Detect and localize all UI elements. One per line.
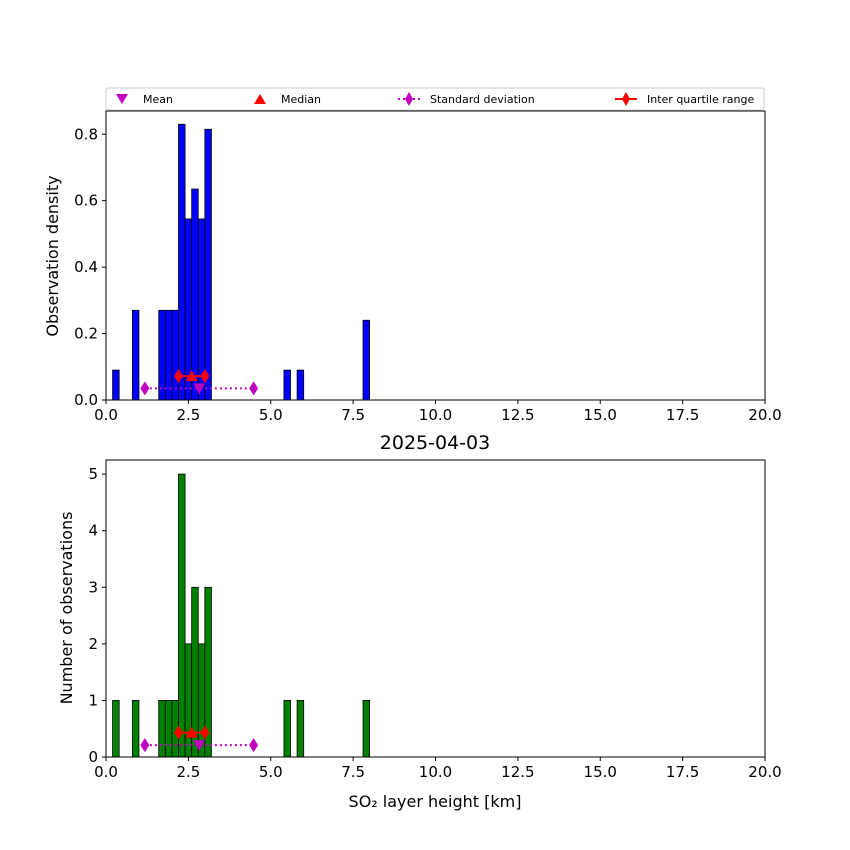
histogram-bar <box>184 643 193 758</box>
histogram-bar <box>164 700 173 758</box>
legend-iqr-label: Inter quartile range <box>647 93 754 106</box>
histogram-bar <box>296 369 305 401</box>
bottom-y-ticks: 0 1 2 3 4 5 <box>88 465 106 766</box>
median-marker-icon <box>254 94 266 104</box>
y-tick-label: 0.0 <box>74 391 98 409</box>
histogram-bar <box>283 369 291 401</box>
iqr-diamond-marker <box>200 369 210 384</box>
x-tick-label: 2.5 <box>176 406 200 424</box>
legend-std-label: Standard deviation <box>430 93 535 106</box>
iqr-marker-icon <box>622 92 630 106</box>
median-marker <box>185 370 198 382</box>
x-tick-label: 15.0 <box>584 763 617 781</box>
x-tick-label: 7.5 <box>341 763 365 781</box>
mean-marker <box>193 383 206 395</box>
legend-median-label: Median <box>281 93 321 106</box>
bottom-stats <box>140 725 259 753</box>
iqr-diamond-marker <box>173 369 183 384</box>
histogram-bar <box>131 700 140 758</box>
chart-title: 2025-04-03 <box>380 432 490 454</box>
std-diamond-marker <box>140 381 150 396</box>
x-tick-label: 10.0 <box>419 406 452 424</box>
bottom-x-ticks: 0.0 2.5 5.0 7.5 10.0 12.5 15.0 17.5 20.0 <box>94 757 782 781</box>
y-tick-label: 0 <box>88 748 98 766</box>
iqr-diamond-marker <box>200 725 210 740</box>
x-tick-label: 2.5 <box>176 763 200 781</box>
legend: Mean Median Standard deviation Inter qua… <box>105 87 765 111</box>
histogram-bar <box>191 188 199 401</box>
histogram-bar <box>197 643 206 758</box>
histogram-bar <box>178 123 186 401</box>
x-tick-label: 5.0 <box>259 763 283 781</box>
x-tick-label: 10.0 <box>419 763 452 781</box>
x-tick-label: 0.0 <box>94 763 118 781</box>
top-x-ticks: 0.0 2.5 5.0 7.5 10.0 12.5 15.0 17.5 20.0 <box>94 400 782 424</box>
histogram-bar <box>178 473 186 758</box>
histogram-bar <box>171 309 179 401</box>
std-diamond-marker <box>249 738 259 753</box>
x-tick-label: 12.5 <box>501 763 534 781</box>
mean-marker-icon <box>116 94 128 104</box>
mean-marker <box>193 740 206 752</box>
y-tick-label: 4 <box>88 522 98 540</box>
y-tick-label: 0.8 <box>74 125 98 143</box>
y-tick-label: 0.2 <box>74 325 98 343</box>
top-stats <box>140 369 259 396</box>
y-tick-label: 5 <box>88 465 98 483</box>
x-tick-label: 20.0 <box>748 763 781 781</box>
top-y-axis-label: Observation density <box>43 175 62 336</box>
y-tick-label: 0.4 <box>74 258 98 276</box>
bottom-x-axis-label: SO₂ layer height [km] <box>349 792 522 811</box>
std-diamond-marker <box>249 381 259 396</box>
histogram-bar <box>362 700 371 758</box>
histogram-bar <box>112 369 120 401</box>
histogram-bar <box>112 700 120 758</box>
std-diamond-marker <box>140 738 150 753</box>
x-tick-label: 0.0 <box>94 406 118 424</box>
y-tick-label: 1 <box>88 691 98 709</box>
histogram-bar <box>283 700 291 758</box>
histogram-bar <box>296 700 305 758</box>
histogram-bar <box>164 309 173 401</box>
std-marker-icon <box>405 92 413 106</box>
bottom-y-axis-label: Number of observations <box>57 512 76 705</box>
top-y-ticks: 0.0 0.2 0.4 0.6 0.8 <box>74 125 106 409</box>
histogram-bar <box>362 319 371 401</box>
y-tick-label: 2 <box>88 635 98 653</box>
histogram-bar <box>158 700 166 758</box>
legend-frame <box>105 87 765 111</box>
median-marker <box>185 726 198 738</box>
bottom-panel: 0.0 2.5 5.0 7.5 10.0 12.5 15.0 17.5 20.0 012345 … <box>57 459 782 811</box>
histogram-bar <box>204 128 212 401</box>
x-tick-label: 17.5 <box>666 763 699 781</box>
histogram-bar <box>158 309 166 401</box>
x-tick-label: 7.5 <box>341 406 365 424</box>
x-tick-label: 20.0 <box>748 406 781 424</box>
x-tick-label: 17.5 <box>666 406 699 424</box>
x-tick-label: 15.0 <box>584 406 617 424</box>
top-panel: 0.0 2.5 5.0 7.5 10.0 12.5 15.0 17.5 20.0 0.00.20… <box>43 110 782 424</box>
histogram-bar <box>131 309 140 401</box>
legend-mean-label: Mean <box>143 93 173 106</box>
x-tick-label: 5.0 <box>259 406 283 424</box>
y-tick-label: 3 <box>88 578 98 596</box>
x-tick-label: 12.5 <box>501 406 534 424</box>
iqr-diamond-marker <box>173 725 183 740</box>
y-tick-label: 0.6 <box>74 192 98 210</box>
